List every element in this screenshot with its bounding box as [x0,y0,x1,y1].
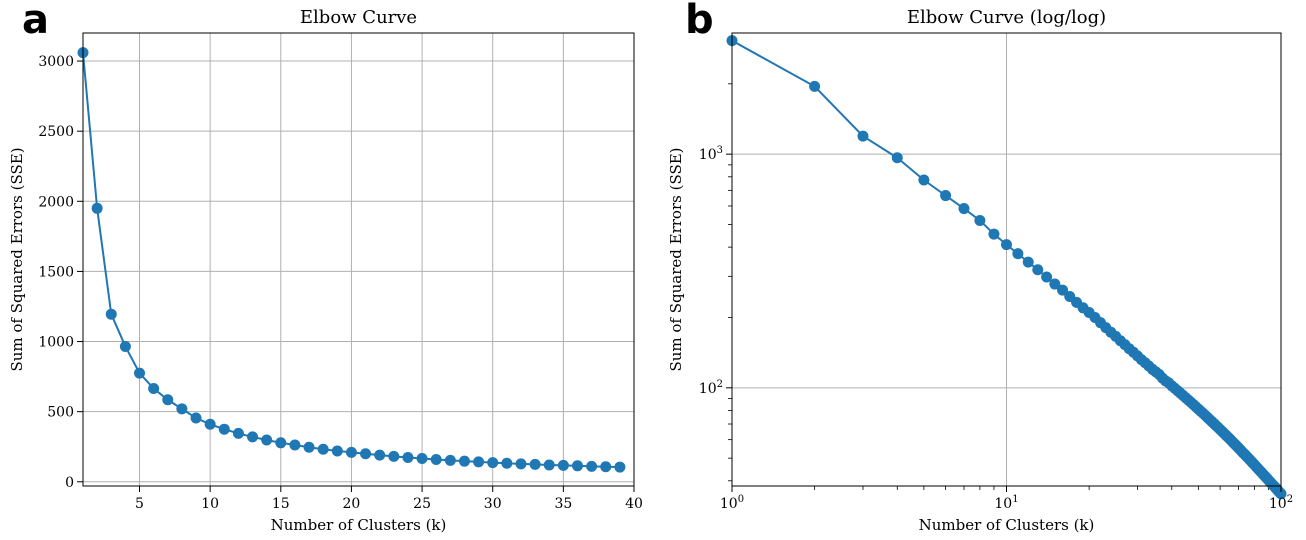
data-point [940,190,952,202]
data-point [543,459,555,471]
panel-letter: a [22,0,49,43]
data-point [134,367,146,379]
data-point [331,445,343,457]
data-point [1032,264,1044,276]
panel-a: a 5 10 15 20 25 30 35 40 0 500 1000 1500 2000 2500 3000… [8,0,643,534]
data-point [247,431,259,443]
x-axis-label: Number of Clusters (k) [271,516,447,534]
data-point [261,434,273,446]
data-point [289,439,301,451]
data-point [586,460,598,472]
data-point [345,446,357,458]
chart-title: Elbow Curve [300,7,417,28]
y-axis-label: Sum of Squared Errors (SSE) [8,147,26,371]
data-point [458,455,470,467]
y-tick-label: 1500 [38,264,74,280]
axes-frame [82,32,635,487]
x-tick-label: 102 [1269,494,1293,512]
grid [731,33,1282,486]
y-axis-label: Sum of Squared Errors (SSE) [667,147,685,371]
data-point [162,394,174,406]
ticks: 100 101 102 102 103 [699,145,1293,512]
data-point [473,456,485,468]
data-point [857,130,869,142]
data-point [388,450,400,462]
data-point [176,403,188,415]
data-point [303,441,315,453]
data-point [988,228,1000,240]
data-point [1275,488,1287,500]
x-tick-label: 40 [625,496,643,512]
data-point [557,459,569,471]
data-point [119,340,131,352]
data-point [190,412,202,424]
data-point [1022,256,1034,268]
data-point [360,448,372,460]
y-tick-label: 102 [699,379,723,397]
x-tick-label: 5 [135,496,144,512]
data-point [515,458,527,470]
series [726,35,1287,500]
data-point [430,453,442,465]
x-tick-label: 35 [554,496,572,512]
grid [83,33,635,486]
y-tick-label: 3000 [38,54,74,70]
data-point [148,383,160,395]
panel-letter: b [685,0,714,43]
data-point [501,457,513,469]
x-tick-label: 25 [413,496,431,512]
x-tick-label: 30 [484,496,502,512]
data-point [416,453,428,465]
chart-title: Elbow Curve (log/log) [907,7,1106,28]
data-point [402,452,414,464]
x-axis-label: Number of Clusters (k) [919,516,1095,534]
data-point [529,458,541,470]
x-tick-label: 101 [994,494,1018,512]
y-tick-label: 2000 [38,194,74,210]
x-tick-label: 10 [201,496,219,512]
data-point [105,308,117,320]
data-point [204,418,216,430]
data-point [958,203,970,215]
y-tick-label: 500 [47,405,74,421]
data-point [891,152,903,164]
data-point [275,437,287,449]
x-tick-label: 20 [343,496,361,512]
y-tick-label: 2500 [38,124,74,140]
data-point [1012,248,1024,260]
data-point [232,427,244,439]
y-tick-label: 1000 [38,335,74,351]
data-point [91,202,103,214]
data-point [1049,278,1061,290]
data-point [600,461,612,473]
x-tick-label: 100 [720,494,744,512]
data-point [974,215,986,227]
x-tick-label: 15 [272,496,290,512]
y-tick-label: 103 [699,145,723,163]
ticks: 5 10 15 20 25 30 35 40 0 500 1000 1500 2000 2500 3000 [38,54,643,512]
data-point [487,457,499,469]
y-tick-label: 0 [65,475,74,491]
data-point [614,461,626,473]
series [77,47,626,473]
data-point [809,80,821,92]
data-point [1041,271,1053,283]
data-point [218,423,230,435]
data-point [317,443,329,455]
data-point [571,460,583,472]
data-point [374,449,386,461]
data-point [444,454,456,466]
data-point [918,174,930,186]
data-point [1057,284,1069,296]
data-point [1001,239,1012,251]
minor-ticks [728,42,1269,490]
panel-b: b 100 101 102 102 103 Elbow Curve (log/log) Num… [667,0,1293,534]
